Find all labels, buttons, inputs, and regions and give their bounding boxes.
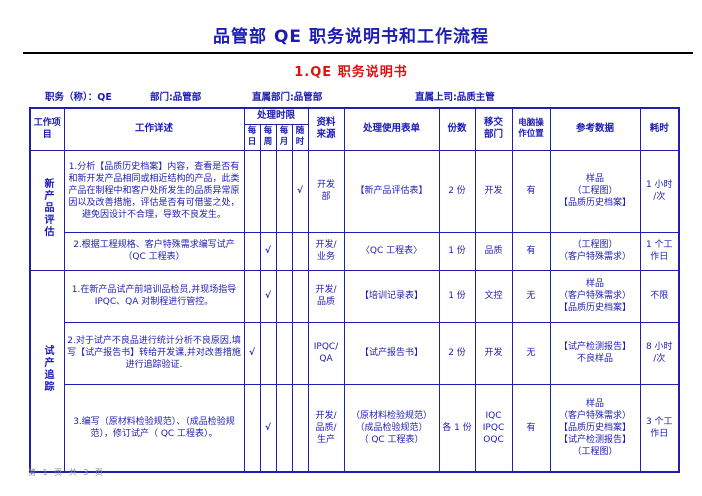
anytime-check-cell	[291, 383, 309, 473]
table-row: 试产追踪 1.在新产品试产前培训品检员,并现场指导 IPQC、QA 对制程进行管…	[29, 269, 680, 473]
col-header-work-detail: 工作详述	[63, 107, 245, 151]
transfer-dept-cell: 开发	[474, 321, 513, 385]
department-label: 部门:品管部	[150, 92, 202, 103]
table-row: 新产品评估 1.分析【品质历史档案】内容，查看是否有和新开发产品相同或相近结构的…	[29, 149, 680, 271]
forms-cell: （原材料检验规范） （成品检验规范） （ QC 工程表）	[343, 383, 440, 473]
col-header-time-limit: 处理时限	[243, 107, 309, 125]
group-label: 新产品评估	[42, 178, 53, 239]
transfer-dept-cell: 开发	[474, 149, 513, 233]
daily-check-cell	[243, 383, 261, 473]
header-row-2: 每日 每周 每月 随时	[30, 123, 679, 151]
time-spent-cell: 8 小时 /次	[639, 321, 680, 385]
forms-cell: 〈QC 工程表〉	[343, 231, 440, 271]
header-row-1: 工作项目 工作详述 处理时限 资料 来源 处理使用表单 份数 移交 部门 电脑操…	[29, 107, 680, 151]
job-description-table: 工作项目 工作详述 处理时限 资料 来源 处理使用表单 份数 移交 部门 电脑操…	[29, 107, 681, 474]
time-spent-cell: 1 个工 作日	[639, 231, 680, 271]
page-title: 品管部 QE 职务说明书和工作流程	[213, 27, 489, 47]
work-detail-cell: 1.在新产品试产前培训品检员,并现场指导 IPQC、QA 对制程进行管控。	[63, 269, 245, 323]
computer-position-cell: 无	[511, 321, 551, 385]
anytime-check-cell: √	[291, 149, 309, 233]
work-detail-cell: 2.根据工程规格、客户特殊需求编写试产（QC 工程表）	[63, 231, 245, 271]
col-header-monthly: 每月	[275, 123, 293, 151]
work-detail-cell: 2.对于试产不良品进行统计分析不良原因,填写【试产报告书】转给开发课,并对改善措…	[63, 321, 245, 385]
title-underline	[23, 52, 693, 54]
col-header-work-item: 工作项目	[29, 107, 65, 151]
forms-cell: 【培训记录表】	[343, 269, 440, 323]
copies-cell: 各 1 份	[438, 383, 476, 473]
data-source-cell: IPQC/ QA	[307, 321, 345, 385]
weekly-check-cell	[259, 321, 277, 385]
col-header-transfer-dept: 移交 部门	[474, 107, 513, 151]
computer-position-cell: 有	[511, 383, 551, 473]
direct-department-label: 直属部门:品管部	[252, 92, 323, 103]
copies-cell: 2 份	[438, 321, 476, 385]
table-row: 2.对于试产不良品进行统计分析不良原因,填写【试产报告书】转给开发课,并对改善措…	[30, 321, 680, 385]
col-header-daily: 每日	[243, 123, 261, 151]
col-header-reference: 参考数据	[549, 107, 641, 151]
monthly-check-cell	[275, 383, 293, 473]
copies-cell: 1 份	[438, 269, 476, 323]
transfer-dept-cell: IQC IPQC OQC	[474, 383, 513, 473]
reference-cell: （工程图） （客户特殊需求）	[549, 231, 641, 271]
weekly-check-cell	[259, 149, 277, 233]
weekly-check-cell: √	[259, 383, 277, 473]
daily-check-cell	[243, 149, 261, 233]
monthly-check-cell	[275, 231, 293, 271]
forms-cell: 【试产报告书】	[343, 321, 440, 385]
time-spent-cell: 3 个工 作日	[639, 383, 680, 473]
computer-position-cell: 无	[511, 269, 551, 323]
daily-check-cell	[243, 269, 261, 323]
col-header-time-spent: 耗时	[639, 107, 680, 151]
computer-position-cell: 有	[511, 149, 551, 233]
anytime-check-cell	[291, 269, 309, 323]
data-source-cell: 开发/ 品质/ 生产	[307, 383, 345, 473]
transfer-dept-cell: 品质	[474, 231, 513, 271]
time-spent-cell: 不限	[639, 269, 680, 323]
forms-cell: 【新产品评估表】	[343, 149, 440, 233]
data-source-cell: 开发/ 品质	[307, 269, 345, 323]
weekly-check-cell: √	[259, 269, 277, 323]
weekly-check-cell: √	[259, 231, 277, 271]
anytime-check-cell	[291, 231, 309, 271]
monthly-check-cell	[275, 269, 293, 323]
col-header-anytime: 随时	[291, 123, 309, 151]
data-source-cell: 开发 部	[307, 149, 345, 233]
supervisor-label: 直属上司:品质主管	[415, 92, 495, 103]
work-detail-cell: 1.分析【品质历史档案】内容，查看是否有和新开发产品相同或相近结构的产品，此类产…	[63, 149, 245, 233]
transfer-dept-cell: 文控	[474, 269, 513, 323]
copies-cell: 1 份	[438, 231, 476, 271]
section-subtitle: 1.QE 职务说明书	[294, 65, 408, 80]
work-detail-cell: 3.编写（原材料检验规范）、（成品检验规范），修订试产（ QC 工程表）。	[63, 383, 245, 473]
anytime-check-cell	[291, 321, 309, 385]
reference-cell: 【试产检测报告】 不良样品	[549, 321, 641, 385]
group-cell-trial-production-tracking: 试产追踪	[29, 269, 65, 473]
monthly-check-cell	[275, 321, 293, 385]
col-header-forms: 处理使用表单	[343, 107, 440, 151]
col-header-copies: 份数	[438, 107, 476, 151]
group-label: 试产追踪	[42, 344, 53, 393]
col-header-data-source: 资料 来源	[307, 107, 345, 151]
page-number-footer: 第 1 页 共 3 页	[28, 468, 105, 477]
daily-check-cell	[243, 231, 261, 271]
time-spent-cell: 1 小时 /次	[639, 149, 680, 233]
daily-check-cell: √	[243, 321, 261, 385]
reference-cell: 样品 （工程图） 【品质历史档案】	[549, 149, 641, 233]
data-source-cell: 开发/ 业务	[307, 231, 345, 271]
computer-position-cell: 有	[511, 231, 551, 271]
reference-cell: 样品 （客户特殊需求） 【品质历史档案】	[549, 269, 641, 323]
reference-cell: 样品 （客户特殊需求） 【品质历史档案】 【试产检测报告】 （工程图）	[549, 383, 641, 473]
group-cell-new-product-evaluation: 新产品评估	[29, 149, 65, 271]
copies-cell: 2 份	[438, 149, 476, 233]
col-header-computer-position: 电脑操 作位置	[511, 107, 551, 151]
table-row: 3.编写（原材料检验规范）、（成品检验规范），修订试产（ QC 工程表）。 √ …	[30, 383, 680, 473]
table-row: 2.根据工程规格、客户特殊需求编写试产（QC 工程表） √ 开发/ 业务 〈QC…	[30, 231, 680, 271]
monthly-check-cell	[275, 149, 293, 233]
job-info-row: 职务（称）：QE 部门:品管部 直属部门:品管部 直属上司:品质主管	[0, 89, 702, 107]
job-position-label: 职务（称）：QE	[45, 92, 112, 103]
col-header-weekly: 每周	[259, 123, 277, 151]
